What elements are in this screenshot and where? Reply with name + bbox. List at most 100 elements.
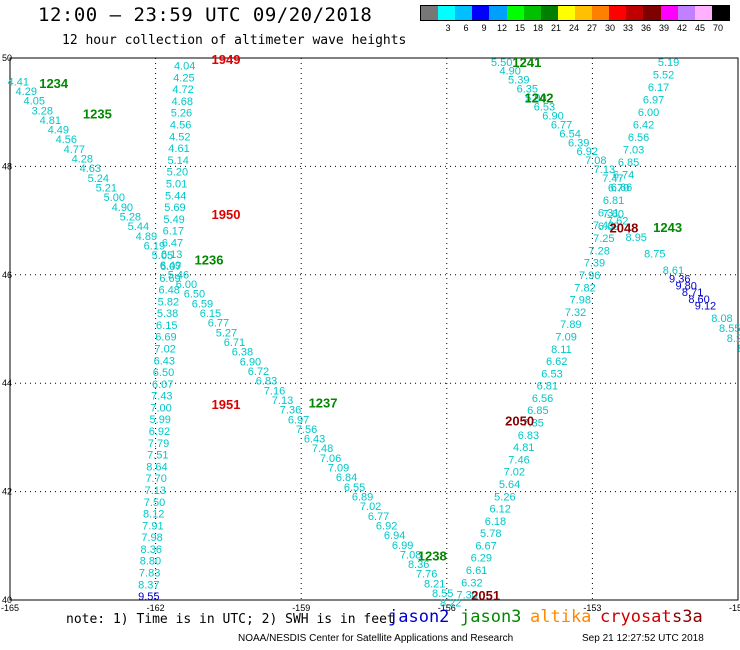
swh-value: 7.56 <box>296 424 317 436</box>
swh-value: 6.35 <box>517 84 538 96</box>
pass-number-label: 1950 <box>212 207 241 222</box>
swh-value: 4.49 <box>48 125 69 137</box>
swh-value: 6.83 <box>518 430 539 442</box>
legend-tick-label: 33 <box>622 23 634 33</box>
swh-value: 5.46 <box>168 269 189 281</box>
legend-swatch <box>677 6 695 20</box>
swh-value: 6.56 <box>532 393 553 405</box>
legend-swatch <box>592 6 610 20</box>
swh-value: 6.43 <box>304 434 325 446</box>
swh-value: 5.78 <box>480 528 501 540</box>
legend-swatch <box>455 6 473 20</box>
swh-value: 6.55 <box>344 482 365 494</box>
swh-value: 4.89 <box>136 231 157 243</box>
legend-swatch <box>609 6 627 20</box>
legend-swatch <box>660 6 678 20</box>
latitude-label: 50 <box>2 53 12 63</box>
swh-value: 5.69 <box>164 202 185 214</box>
swh-value: 6.15 <box>200 308 221 320</box>
legend-swatch <box>711 6 729 20</box>
swh-value: 5.39 <box>508 75 529 87</box>
swh-value: 6.77 <box>551 119 572 131</box>
longitude-label: -153 <box>583 603 601 613</box>
swh-value: 6.99 <box>392 540 413 552</box>
swh-value: 6.81 <box>537 381 558 393</box>
swh-value: 7.30 <box>456 590 477 602</box>
swh-value: 8.60 <box>688 294 709 306</box>
swh-value: 8.22 <box>440 598 461 610</box>
swh-value: 9.55 <box>138 591 159 603</box>
swh-value: 4.29 <box>16 86 37 98</box>
swh-value: 7.25 <box>593 233 614 245</box>
swh-value: 7.70 <box>145 473 166 485</box>
swh-value: 4.04 <box>174 61 195 73</box>
swh-value: 6.92 <box>149 426 170 438</box>
swh-value: 7.43 <box>593 220 614 232</box>
swh-value: 9.12 <box>695 301 716 313</box>
legend-swatch <box>574 6 593 20</box>
swh-value: 7.96 <box>579 270 600 282</box>
swh-value: 7.28 <box>588 245 609 257</box>
swh-value: 8.37 <box>138 579 159 591</box>
swh-value: 7.50 <box>144 497 165 509</box>
swh-value: 8.55 <box>432 588 453 600</box>
swh-value: 7.46 <box>508 454 529 466</box>
swh-value: 6.07 <box>160 261 181 273</box>
pass-number-label: 1236 <box>195 253 224 268</box>
swh-value: 6.54 <box>559 128 580 140</box>
swh-value: 6.42 <box>633 120 654 132</box>
swh-value: 7.62 <box>607 216 628 228</box>
legend-swatch <box>643 6 661 20</box>
swh-value: 7.82 <box>574 282 595 294</box>
swh-value: 5.99 <box>150 414 171 426</box>
swh-value: 6.39 <box>568 137 589 149</box>
swh-value: 4.81 <box>40 115 61 127</box>
swh-value: 8.6 <box>738 343 740 355</box>
swh-value: 6.53 <box>534 102 555 114</box>
swh-value: 6.53 <box>541 368 562 380</box>
swh-value: 6.49 <box>160 260 181 272</box>
satellite-jason2-label: jason2 <box>388 607 450 627</box>
swh-value: 6.66 <box>611 182 632 194</box>
swh-value: 5.44 <box>128 221 149 233</box>
swh-value: 6.43 <box>154 355 175 367</box>
latitude-label: 40 <box>2 595 12 605</box>
swh-value: 5.26 <box>494 491 515 503</box>
swh-value: 5.21 <box>96 183 117 195</box>
longitude-label: -159 <box>292 603 310 613</box>
pass-number-label: 1243 <box>653 220 682 235</box>
swh-value: 8.55 <box>719 323 740 335</box>
swh-value: 7.08 <box>585 155 606 167</box>
legend-tick-label: 27 <box>586 23 598 33</box>
swh-value: 4.90 <box>499 66 520 78</box>
swh-value: 6.81 <box>603 195 624 207</box>
swh-value: 6.72 <box>248 366 269 378</box>
swh-value: 4.63 <box>80 163 101 175</box>
legend-tick-label: 12 <box>496 23 508 33</box>
legend-tick-label: 24 <box>568 23 580 33</box>
swh-value: 6.00 <box>638 107 659 119</box>
swh-value: 4.56 <box>56 134 77 146</box>
swh-value: 7.51 <box>147 450 168 462</box>
swh-value: 5.26 <box>171 108 192 120</box>
legend-swatch <box>694 6 712 20</box>
pass-number-label: 2050 <box>505 414 534 429</box>
swh-value: 6.07 <box>152 379 173 391</box>
swh-value: 5.27 <box>216 327 237 339</box>
swh-value: 7.13 <box>272 395 293 407</box>
swh-value: 8.61 <box>663 265 684 277</box>
pass-number-label: 2048 <box>609 221 638 236</box>
swh-value: 7.91 <box>142 520 163 532</box>
swh-value: 7.39 <box>584 258 605 270</box>
swh-value: 4.41 <box>8 76 29 88</box>
swh-value: 6.56 <box>628 132 649 144</box>
swh-value: 7.00 <box>150 402 171 414</box>
swh-value: 7.02 <box>504 467 525 479</box>
legend-swatch <box>472 6 490 20</box>
pass-number-label: 1237 <box>309 396 338 411</box>
swh-value: 4.81 <box>513 442 534 454</box>
satellite-s3a-label: s3a <box>672 607 703 627</box>
swh-value: 6.32 <box>461 577 482 589</box>
swh-value: 7.08 <box>400 549 421 561</box>
